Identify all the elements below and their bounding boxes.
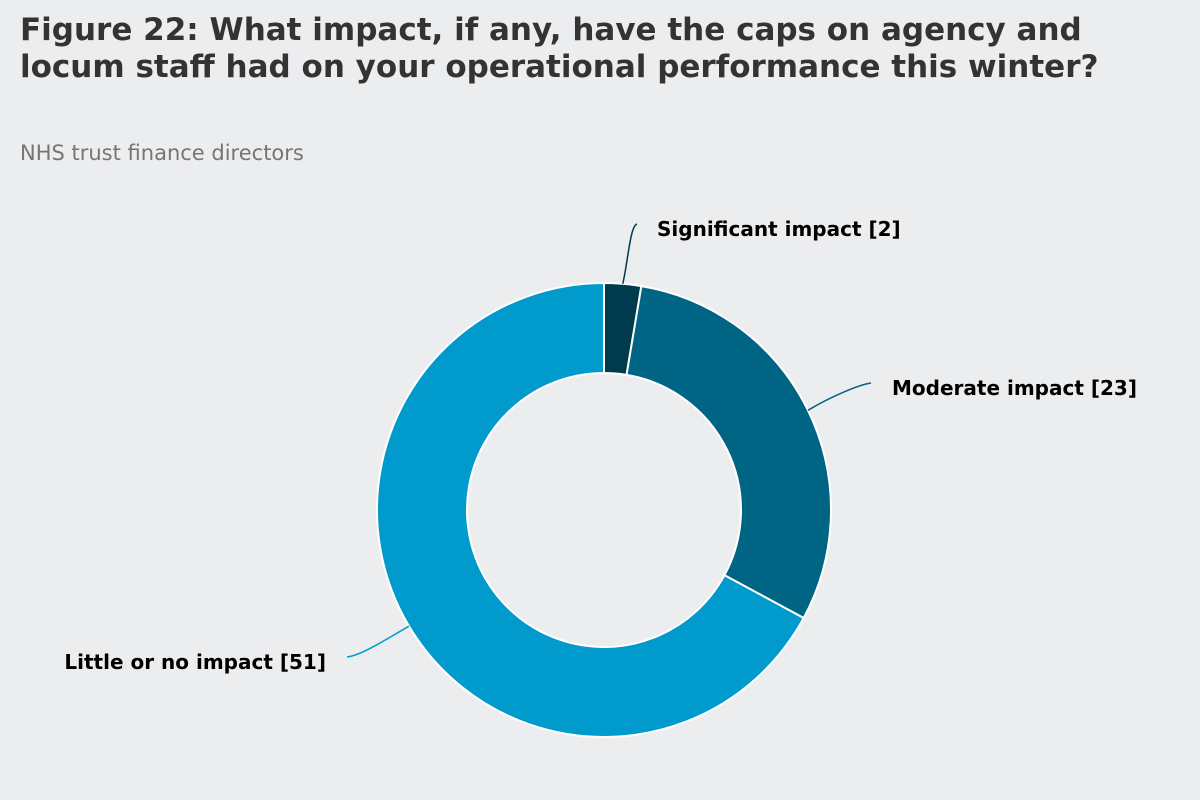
slice-labels: Significant impact [2] Moderate impact [2…	[64, 217, 1137, 674]
donut-slices	[376, 281, 832, 738]
donut-slice	[625, 284, 832, 620]
chart-subtitle: NHS trust finance directors	[20, 141, 304, 165]
label-connector	[807, 382, 872, 411]
label-connectors	[346, 223, 872, 658]
slice-label: Moderate impact [23]	[892, 376, 1137, 400]
slice-label: Significant impact [2]	[657, 217, 901, 241]
label-connector	[346, 625, 410, 658]
slice-label: Little or no impact [51]	[64, 650, 326, 674]
donut-slice	[376, 281, 805, 738]
chart-title: Figure 22: What impact, if any, have the…	[20, 12, 1099, 85]
label-connector	[622, 223, 638, 284]
